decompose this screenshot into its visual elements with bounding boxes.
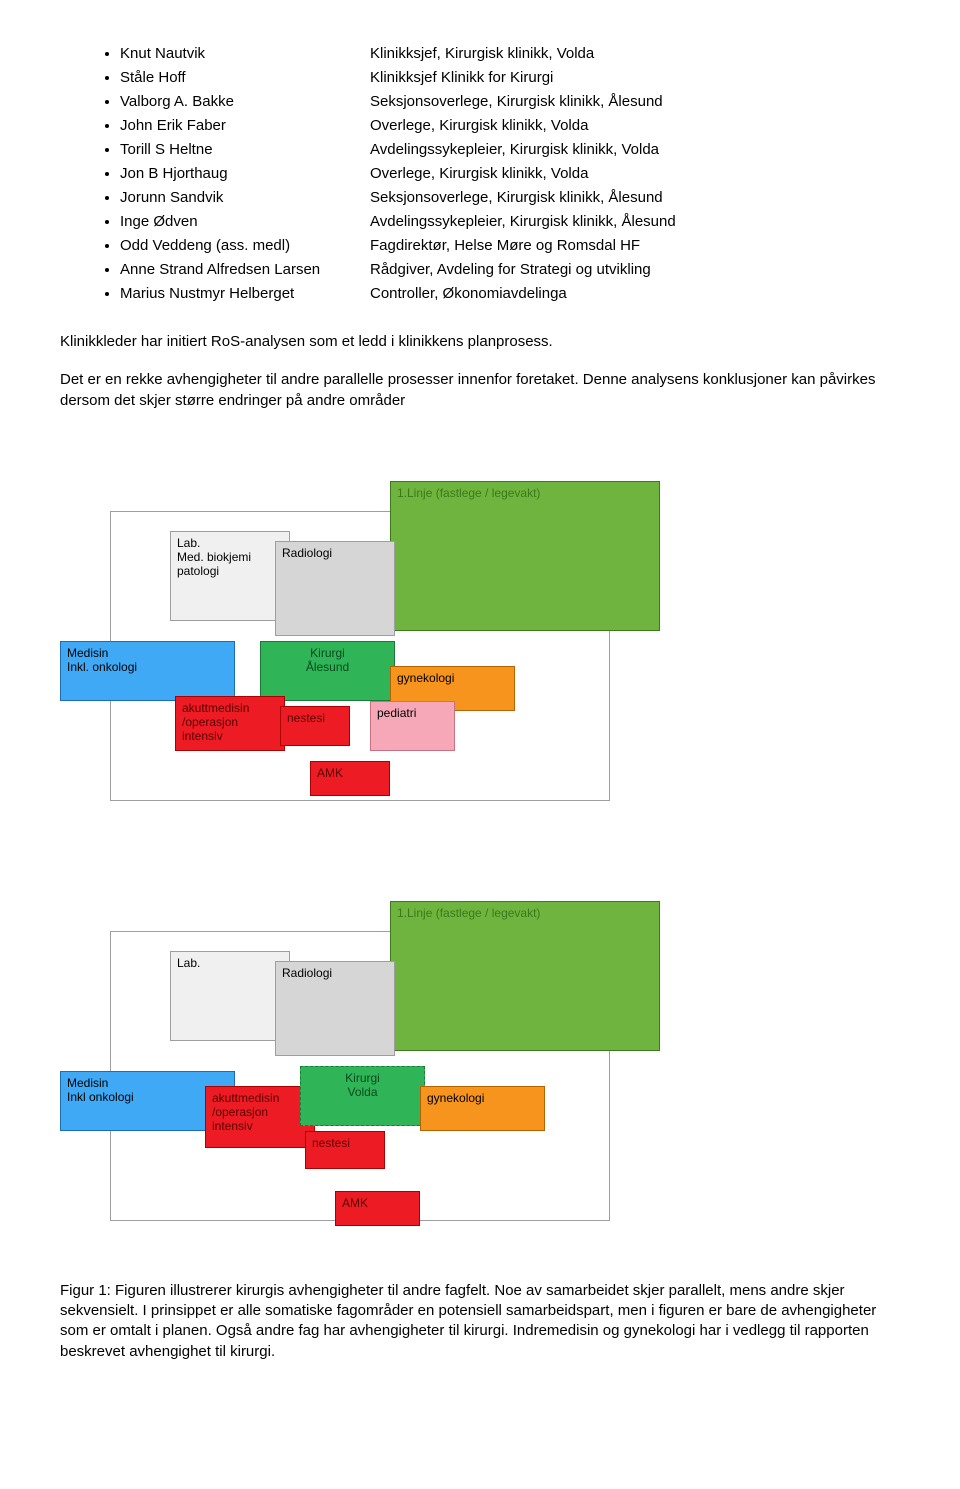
person-row: Anne Strand Alfredsen LarsenRådgiver, Av… [120, 259, 900, 280]
person-name: Odd Veddeng (ass. medl) [120, 235, 370, 256]
diagram-box-akutt2: akuttmedisin /operasjon intensiv [205, 1086, 315, 1148]
person-name: Valborg A. Bakke [120, 91, 370, 112]
diagram-box-amk2: AMK [335, 1191, 420, 1226]
person-role: Avdelingssykepleier, Kirurgisk klinikk, … [370, 139, 900, 160]
diagram-box-akutt1: akuttmedisin /operasjon intensiv [175, 696, 285, 751]
diagram-box-linje1: 1.Linje (fastlege / legevakt) [390, 481, 660, 631]
person-row: Ståle HoffKlinikksjef Klinikk for Kirurg… [120, 67, 900, 88]
diagram-box-kirurgi2: Kirurgi Volda [300, 1066, 425, 1126]
person-row: Valborg A. BakkeSeksjonsoverlege, Kirurg… [120, 91, 900, 112]
person-row: Odd Veddeng (ass. medl)Fagdirektør, Hels… [120, 235, 900, 256]
person-row: Jon B HjorthaugOverlege, Kirurgisk klini… [120, 163, 900, 184]
diagram-box-lab1: Lab. Med. biokjemi patologi [170, 531, 290, 621]
diagram-box-gyn2: gynekologi [420, 1086, 545, 1131]
person-row: John Erik FaberOverlege, Kirurgisk klini… [120, 115, 900, 136]
diagram-1: 1.Linje (fastlege / legevakt) Lab. Med. b… [60, 441, 760, 821]
person-name: Ståle Hoff [120, 67, 370, 88]
person-role: Klinikksjef Klinikk for Kirurgi [370, 67, 900, 88]
diagram-box-nestesi2: nestesi [305, 1131, 385, 1169]
person-row: Knut NautvikKlinikksjef, Kirurgisk klini… [120, 43, 900, 64]
person-name: Marius Nustmyr Helberget [120, 283, 370, 304]
person-name: Torill S Heltne [120, 139, 370, 160]
person-role: Overlege, Kirurgisk klinikk, Volda [370, 163, 900, 184]
person-role: Avdelingssykepleier, Kirurgisk klinikk, … [370, 211, 900, 232]
paragraph-1: Klinikkleder har initiert RoS-analysen s… [60, 332, 900, 352]
diagram-1-wrap: 1.Linje (fastlege / legevakt) Lab. Med. b… [60, 441, 760, 821]
diagram-box-radiologi2: Radiologi [275, 961, 395, 1056]
person-name: Anne Strand Alfredsen Larsen [120, 259, 370, 280]
person-role: Klinikksjef, Kirurgisk klinikk, Volda [370, 43, 900, 64]
paragraph-2: Det er en rekke avhengigheter til andre … [60, 370, 900, 411]
person-row: Inge ØdvenAvdelingssykepleier, Kirurgisk… [120, 211, 900, 232]
person-name: Jorunn Sandvik [120, 187, 370, 208]
diagram-box-pediatri1: pediatri [370, 701, 455, 751]
person-row: Marius Nustmyr HelbergetController, Økon… [120, 283, 900, 304]
person-role: Controller, Økonomiavdelinga [370, 283, 900, 304]
diagram-2: 1.Linje (fastlege / legevakt) Lab.Radiolo… [60, 861, 760, 1241]
diagram-box-linje2: 1.Linje (fastlege / legevakt) [390, 901, 660, 1051]
person-name: Knut Nautvik [120, 43, 370, 64]
person-row: Torill S HeltneAvdelingssykepleier, Kiru… [120, 139, 900, 160]
person-name: Jon B Hjorthaug [120, 163, 370, 184]
person-role: Fagdirektør, Helse Møre og Romsdal HF [370, 235, 900, 256]
people-list: Knut NautvikKlinikksjef, Kirurgisk klini… [60, 43, 900, 304]
diagram-box-kirurgi1: Kirurgi Ålesund [260, 641, 395, 701]
person-role: Seksjonsoverlege, Kirurgisk klinikk, Åle… [370, 91, 900, 112]
diagram-2-wrap: 1.Linje (fastlege / legevakt) Lab.Radiolo… [60, 861, 760, 1241]
figure-caption: Figur 1: Figuren illustrerer kirurgis av… [60, 1281, 900, 1362]
diagram-box-medisin1: Medisin Inkl. onkologi [60, 641, 235, 701]
person-name: Inge Ødven [120, 211, 370, 232]
person-role: Overlege, Kirurgisk klinikk, Volda [370, 115, 900, 136]
diagram-box-lab2: Lab. [170, 951, 290, 1041]
diagram-box-radiologi1: Radiologi [275, 541, 395, 636]
person-role: Rådgiver, Avdeling for Strategi og utvik… [370, 259, 900, 280]
diagram-box-amk1: AMK [310, 761, 390, 796]
diagram-box-nestesi1: nestesi [280, 706, 350, 746]
person-role: Seksjonsoverlege, Kirurgisk klinikk, Åle… [370, 187, 900, 208]
person-name: John Erik Faber [120, 115, 370, 136]
person-row: Jorunn SandvikSeksjonsoverlege, Kirurgis… [120, 187, 900, 208]
